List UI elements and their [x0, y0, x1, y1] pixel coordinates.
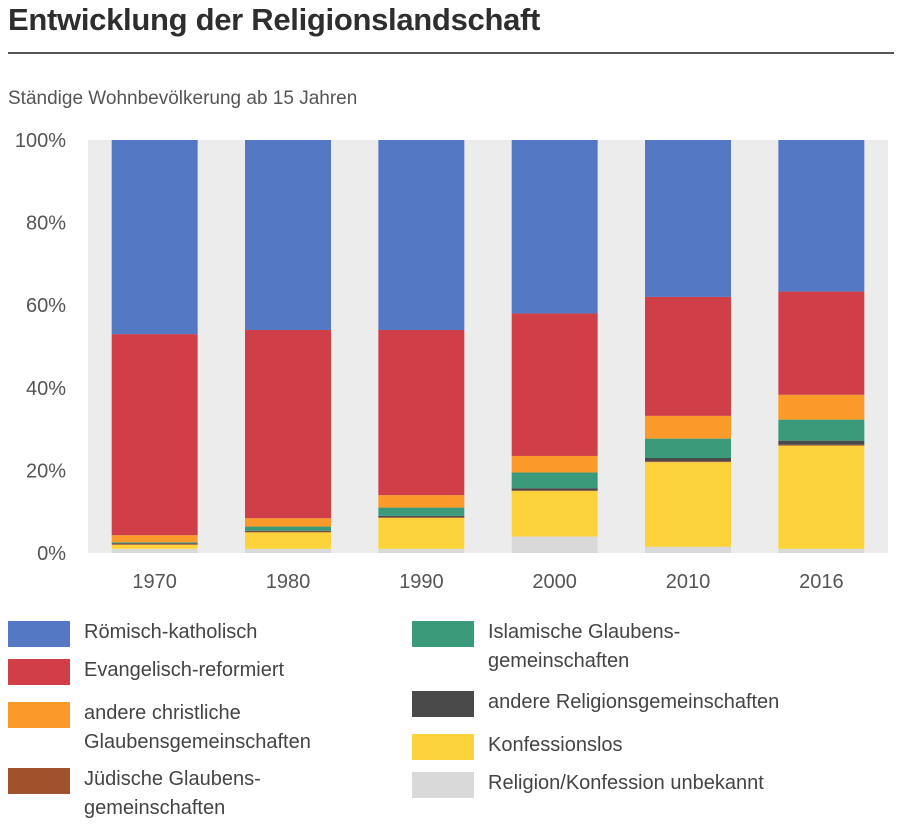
bar-segment-1970-4 [111, 542, 198, 544]
bar-segment-1990-5 [378, 495, 465, 508]
y-axis-ticks: 0% 20% 40% 60% 80% 100% [15, 130, 66, 565]
legend-item-left-2: andere christliche Glaubensgemeinschafte… [8, 699, 404, 757]
x-tick-label: 2010 [666, 571, 711, 593]
legend-label: andere Religionsgemeinschaften [488, 691, 780, 713]
chart-title: Entwicklung der Religionslandschaft [8, 2, 541, 37]
bar-segment-2000-7 [511, 140, 598, 314]
bar-segment-1970-5 [111, 535, 198, 543]
bar-segment-2016-2 [778, 444, 865, 446]
legend-swatch [412, 734, 474, 760]
legend-swatch [8, 768, 70, 794]
bar-segment-2016-4 [778, 419, 865, 441]
bar-segment-1990-3 [378, 515, 465, 518]
bar-segment-1980-1 [245, 532, 331, 549]
legend-label: andere christliche Glaubensgemeinschafte… [84, 702, 311, 753]
legend-label: Konfessionslos [488, 734, 623, 756]
y-tick-label: 20% [26, 460, 66, 482]
bar-segment-2010-7 [645, 140, 731, 297]
legend-item-left-3: Jüdische Glaubens- gemeinschaften [8, 765, 404, 823]
legend-item-left-0: Römisch-katholisch [8, 618, 404, 647]
bars-group [111, 140, 865, 553]
bar-segment-1970-6 [111, 334, 198, 536]
bar-segment-2010-4 [645, 438, 731, 459]
chart-subtitle: Ständige Wohnbevölkerung ab 15 Jahren [8, 88, 358, 109]
legend-swatch [412, 772, 474, 798]
legend-swatch [412, 691, 474, 717]
bar-segment-2010-6 [645, 296, 731, 416]
bar-segment-2000-4 [511, 472, 598, 489]
bar-segment-2000-1 [511, 491, 598, 537]
x-tick-label: 1980 [266, 571, 311, 593]
bar-segment-1980-3 [245, 530, 331, 532]
y-tick-label: 100% [15, 130, 66, 152]
bar-segment-1980-0 [245, 548, 331, 553]
legend-swatch [412, 621, 474, 647]
bar-segment-2016-0 [778, 548, 865, 553]
legend-item-left-1: Evangelisch-reformiert [8, 656, 404, 685]
x-tick-label: 2000 [532, 571, 577, 593]
y-tick-label: 0% [37, 543, 66, 565]
bar-segment-2010-2 [645, 461, 731, 463]
legend-swatch [8, 621, 70, 647]
legend-item-right-1: andere Religionsgemeinschaften [412, 688, 808, 717]
legend-label: Islamische Glaubens- gemeinschaften [488, 621, 681, 672]
bar-segment-1990-6 [378, 329, 465, 496]
bar-segment-2016-7 [778, 140, 865, 292]
stacked-bar-chart: 0% 20% 40% 60% 80% 100% 1970 1980 1990 2000 2010 2… [15, 130, 888, 593]
legend-swatch [8, 702, 70, 728]
x-tick-label: 1970 [132, 571, 177, 593]
legend-label: Römisch-katholisch [84, 621, 258, 643]
x-tick-label: 2016 [799, 571, 844, 593]
legend: Römisch-katholisch Evangelisch-reformiert… [0, 610, 900, 831]
bar-segment-1980-2 [245, 531, 331, 533]
bar-segment-1970-3 [111, 543, 198, 544]
legend-label: Religion/Konfession unbekannt [488, 772, 764, 794]
y-tick-label: 60% [26, 295, 66, 317]
bar-segment-2010-3 [645, 458, 731, 462]
bar-segment-2016-1 [778, 445, 865, 549]
bar-segment-2010-1 [645, 462, 731, 547]
bar-segment-2016-6 [778, 291, 865, 395]
y-tick-label: 40% [26, 378, 66, 400]
bar-segment-2016-3 [778, 440, 865, 445]
bar-segment-2016-5 [778, 394, 865, 420]
bar-segment-1970-0 [111, 548, 198, 553]
bar-segment-1990-1 [378, 517, 465, 549]
bar-segment-1970-1 [111, 544, 198, 549]
legend-swatch [8, 659, 70, 685]
legend-item-right-0: Islamische Glaubens- gemeinschaften [412, 618, 808, 676]
bar-segment-2000-0 [511, 536, 598, 553]
x-tick-label: 1990 [399, 571, 444, 593]
bar-segment-1980-5 [245, 518, 331, 527]
bar-segment-2000-6 [511, 313, 598, 456]
bar-segment-1980-7 [245, 140, 331, 330]
bar-segment-1970-7 [111, 140, 198, 335]
bar-segment-2000-3 [511, 488, 598, 491]
bar-segment-2010-0 [645, 546, 731, 553]
legend-item-right-3: Religion/Konfession unbekannt [412, 769, 808, 798]
title-divider [8, 52, 894, 54]
bar-segment-1970-2 [111, 543, 198, 545]
bar-segment-2010-5 [645, 415, 731, 439]
plot-background [88, 140, 888, 553]
legend-label: Evangelisch-reformiert [84, 659, 285, 681]
bar-segment-1990-7 [378, 140, 465, 330]
x-axis-ticks: 1970 1980 1990 2000 2010 2016 [132, 571, 843, 593]
y-tick-label: 80% [26, 213, 66, 235]
bar-segment-2000-2 [511, 490, 598, 492]
bar-segment-2000-5 [511, 455, 598, 473]
bar-segment-1990-4 [378, 507, 465, 516]
bar-segment-1990-2 [378, 517, 465, 518]
bar-segment-1980-6 [245, 329, 331, 519]
legend-label: Jüdische Glaubens- gemeinschaften [84, 768, 261, 819]
bar-segment-1990-0 [378, 548, 465, 553]
legend-item-right-2: Konfessionslos [412, 731, 808, 760]
bar-segment-1980-4 [245, 526, 331, 531]
